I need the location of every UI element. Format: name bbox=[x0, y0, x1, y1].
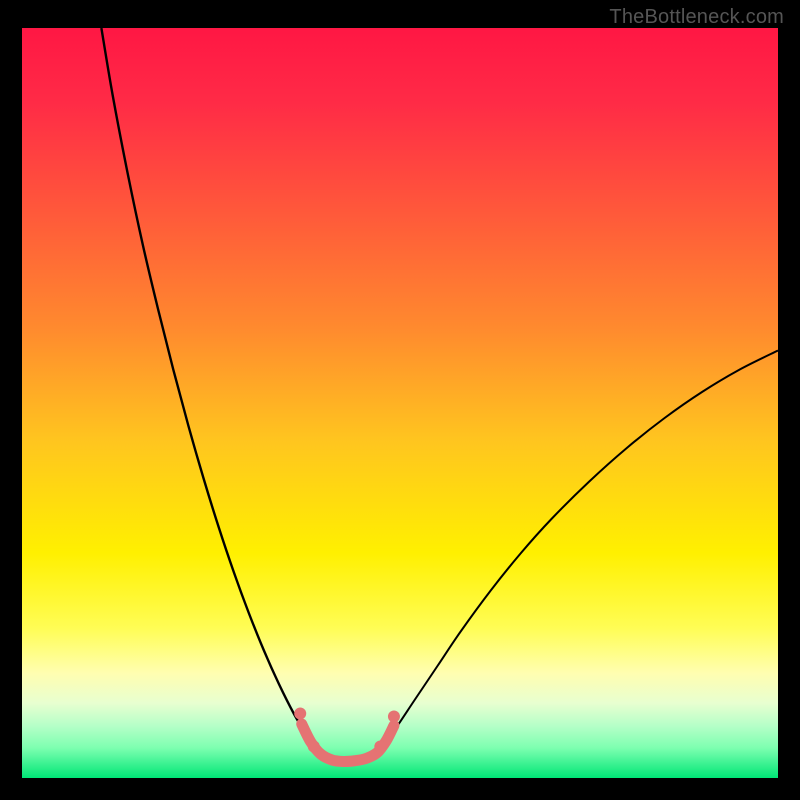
chart-background bbox=[22, 28, 778, 778]
plot-inner bbox=[22, 28, 778, 778]
chart-svg bbox=[22, 28, 778, 778]
watermark-text: TheBottleneck.com bbox=[609, 6, 784, 29]
marker-3 bbox=[388, 711, 400, 723]
marker-0 bbox=[294, 708, 306, 720]
marker-2 bbox=[374, 741, 386, 753]
plot-area bbox=[0, 28, 800, 800]
marker-1 bbox=[308, 741, 320, 753]
